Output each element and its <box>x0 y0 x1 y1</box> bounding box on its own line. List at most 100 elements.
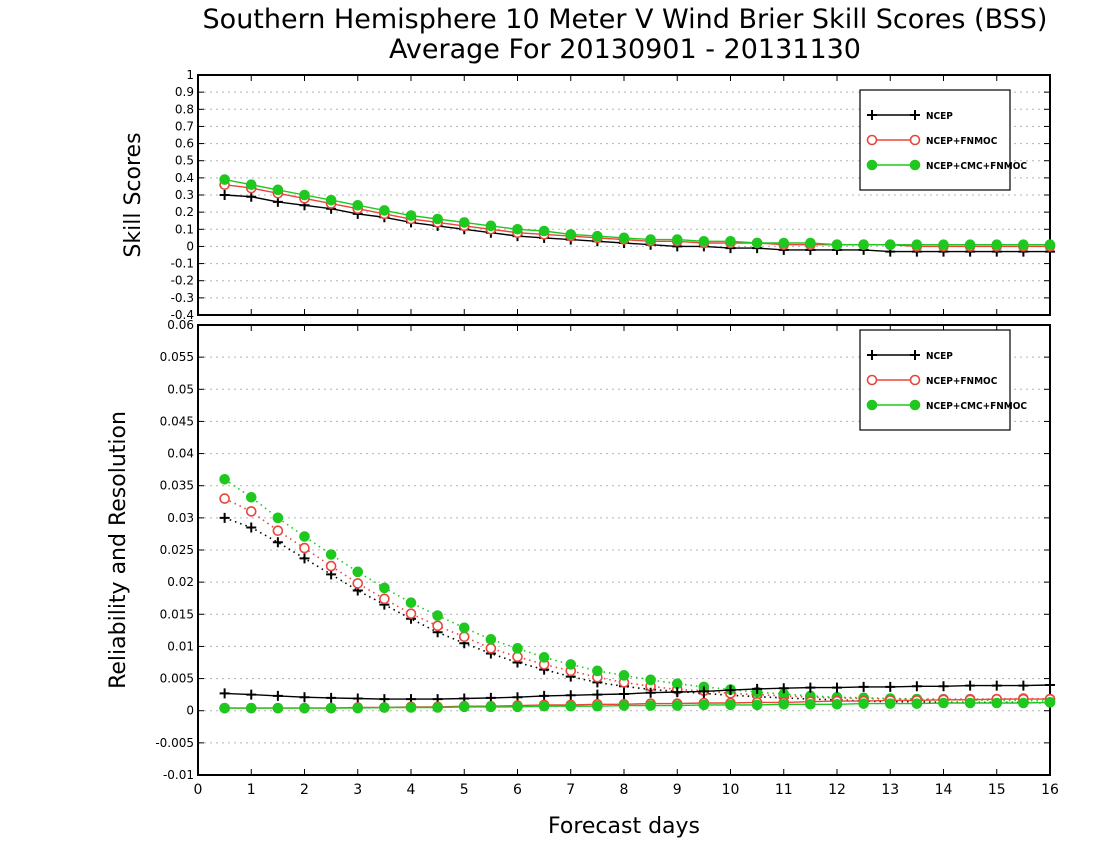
series-ncep-fnmoc <box>219 179 1056 252</box>
data-point <box>272 512 284 524</box>
data-point <box>272 525 284 537</box>
series-ncep-reliability <box>219 680 1055 705</box>
data-point <box>485 701 497 713</box>
reliability-resolution-panel: -0.01 -0.005 0 0.005 0.01 0.015 0.02 0.025 0.03 0… <box>155 318 1059 798</box>
data-point <box>219 473 230 485</box>
data-point <box>645 674 656 686</box>
x-tick-label: 15 <box>988 782 1006 798</box>
data-point <box>245 702 257 714</box>
y-tick-label: 0.6 <box>175 137 194 151</box>
data-point <box>325 560 337 572</box>
data-point <box>272 690 283 701</box>
data-point <box>432 620 443 632</box>
y-tick-label: 0.5 <box>175 154 194 168</box>
x-axis-label: Forecast days <box>548 814 700 839</box>
data-point <box>325 194 337 206</box>
y-tick-label: 0.7 <box>175 119 194 133</box>
data-point <box>698 235 710 247</box>
series-ncep-cmc-fnmoc-reliability <box>219 697 1056 714</box>
y-tick-label: -0.4 <box>171 308 194 322</box>
y-tick-label: -0.3 <box>171 291 194 305</box>
data-point <box>405 702 417 713</box>
data-point <box>1044 239 1056 251</box>
data-point <box>618 700 630 711</box>
data-point <box>778 237 790 249</box>
data-point <box>565 659 577 670</box>
data-point <box>299 189 310 201</box>
top-panel-y-axis-label: Skill Scores <box>121 132 146 257</box>
legend-marker <box>866 134 878 146</box>
legend-label: NCEP+FNMOC <box>926 136 998 147</box>
data-point <box>458 217 470 228</box>
legend-marker <box>866 399 878 411</box>
data-point <box>618 670 630 681</box>
series-ncep-fnmoc-resolution <box>219 493 1056 705</box>
data-point <box>538 700 550 712</box>
data-point <box>671 700 683 711</box>
legend-label: NCEP <box>926 351 953 362</box>
data-point <box>911 239 923 251</box>
data-point <box>805 237 816 249</box>
data-point <box>299 702 310 714</box>
legend-marker <box>867 350 877 360</box>
data-point <box>352 702 364 714</box>
data-point <box>272 184 284 196</box>
data-point <box>965 680 976 691</box>
x-tick-label: 3 <box>353 782 362 798</box>
data-point <box>432 702 443 713</box>
data-point <box>352 566 364 578</box>
data-point <box>565 690 576 701</box>
data-point <box>299 542 310 554</box>
y-tick-label: 0.8 <box>175 102 194 116</box>
data-point <box>352 578 364 589</box>
data-point <box>299 553 310 564</box>
data-point <box>619 689 629 699</box>
legend-marker <box>866 159 878 171</box>
x-tick-label: 14 <box>935 782 953 798</box>
data-point <box>405 210 417 221</box>
y-tick-label: 0.005 <box>160 672 194 686</box>
data-point <box>325 702 337 714</box>
data-point <box>725 699 736 711</box>
data-point <box>592 230 603 242</box>
legend: NCEP NCEP+FNMOC NCEP+CMC+FNMOC <box>859 89 1027 191</box>
data-point <box>778 683 789 694</box>
data-point <box>512 701 523 713</box>
skill-scores-panel: -0.4 -0.3 -0.2 -0.1 0 0.1 0.2 0.3 0.4 0.5 0.6 0.7 0.… <box>171 68 1056 322</box>
data-point <box>326 692 337 703</box>
legend-marker <box>909 159 921 171</box>
data-point <box>565 229 577 240</box>
y-tick-label: 0.9 <box>175 85 194 99</box>
legend-marker <box>909 399 921 411</box>
data-point <box>325 549 337 560</box>
data-point <box>539 690 550 701</box>
data-point <box>911 681 922 692</box>
chart-title-line1: Southern Hemisphere 10 Meter V Wind Brie… <box>203 4 1048 35</box>
data-point <box>672 687 683 698</box>
data-point <box>272 537 283 548</box>
y-tick-label: 0.05 <box>167 382 194 396</box>
y-tick-label: -0.01 <box>163 768 194 782</box>
data-point <box>432 213 443 225</box>
x-tick-label: 0 <box>194 782 203 798</box>
data-point <box>592 665 603 677</box>
data-point <box>858 681 869 692</box>
data-point <box>645 234 656 245</box>
y-tick-label: 0.035 <box>160 479 194 493</box>
data-point <box>752 683 763 694</box>
data-point <box>485 643 497 654</box>
data-point <box>831 239 843 251</box>
data-point <box>538 652 550 663</box>
series-line <box>224 497 1051 700</box>
legend-marker <box>909 374 921 386</box>
legend-marker <box>867 110 877 120</box>
y-tick-label: 0.1 <box>175 222 194 236</box>
data-point <box>219 702 230 714</box>
data-point <box>565 700 577 712</box>
y-tick-label: 0 <box>186 704 194 718</box>
series-line <box>224 684 1051 700</box>
x-tick-label: 11 <box>775 782 793 798</box>
data-point <box>458 631 470 643</box>
data-point <box>831 698 843 710</box>
